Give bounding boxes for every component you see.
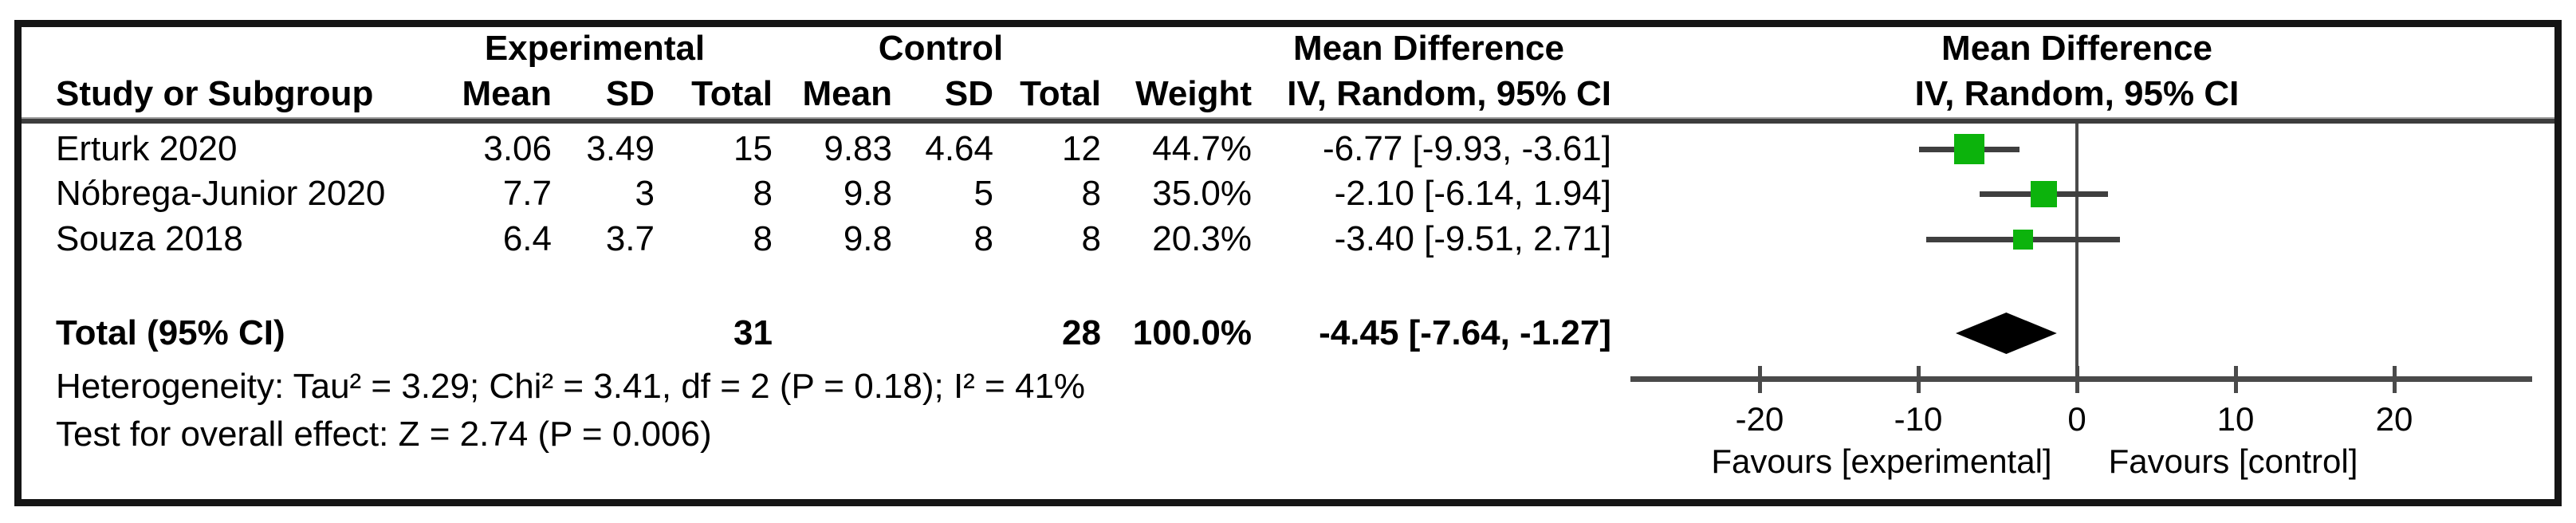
cell-exp-total: 8: [753, 174, 773, 213]
md-column-header-line1: Mean Difference: [1293, 29, 1564, 68]
col-header-study: Study or Subgroup: [56, 74, 374, 113]
heterogeneity-note: Heterogeneity: Tau² = 3.29; Chi² = 3.41,…: [56, 367, 1086, 406]
col-header-exp-sd: SD: [605, 74, 655, 113]
total-exp-total: 31: [733, 313, 773, 352]
axis-tick-label: -20: [1735, 400, 1784, 438]
col-header-ci: IV, Random, 95% CI: [1287, 74, 1611, 113]
study-name: Souza 2018: [56, 219, 243, 258]
cell-weight: 44.7%: [1152, 129, 1252, 168]
col-header-ctrl-mean: Mean: [802, 74, 892, 113]
cell-exp-total: 15: [733, 129, 773, 168]
total-weight: 100.0%: [1132, 313, 1252, 352]
total-ctrl-total: 28: [1062, 313, 1101, 352]
study-name: Erturk 2020: [56, 129, 238, 168]
cell-ctrl-sd: 5: [973, 174, 993, 213]
axis-tick-label: -10: [1894, 400, 1943, 438]
effect-square: [2012, 229, 2033, 250]
plot-header-line1: Mean Difference: [1941, 29, 2212, 68]
cell-exp-sd: 3.49: [586, 129, 655, 168]
cell-exp-sd: 3: [635, 174, 655, 213]
axis-tick-label: 20: [2375, 400, 2413, 438]
effect-square: [1954, 134, 1985, 164]
cell-ctrl-sd: 8: [973, 219, 993, 258]
cell-ci: -2.10 [-6.14, 1.94]: [1334, 174, 1611, 213]
axis-tick: [2233, 366, 2238, 393]
cell-exp-mean: 3.06: [483, 129, 552, 168]
axis-tick: [2075, 366, 2079, 393]
x-axis-line: [1630, 376, 2532, 382]
col-header-exp-mean: Mean: [462, 74, 552, 113]
axis-tick: [1757, 366, 1762, 393]
cell-ctrl-mean: 9.8: [843, 219, 892, 258]
axis-tick-label: 0: [2067, 400, 2086, 438]
cell-exp-total: 8: [753, 219, 773, 258]
total-label: Total (95% CI): [56, 313, 285, 352]
col-header-weight: Weight: [1135, 74, 1252, 113]
cell-ctrl-mean: 9.8: [843, 174, 892, 213]
zero-effect-line: [2075, 124, 2078, 379]
cell-exp-mean: 7.7: [502, 174, 552, 213]
cell-exp-sd: 3.7: [605, 219, 655, 258]
total-ci: -4.45 [-7.64, -1.27]: [1319, 313, 1611, 352]
cell-exp-mean: 6.4: [502, 219, 552, 258]
cell-ci: -3.40 [-9.51, 2.71]: [1334, 219, 1611, 258]
cell-weight: 20.3%: [1152, 219, 1252, 258]
group-header-experimental: Experimental: [484, 29, 706, 68]
axis-tick: [1916, 366, 1921, 393]
axis-tick-label: 10: [2216, 400, 2255, 438]
group-header-control: Control: [878, 29, 1004, 68]
favours-right-label: Favours [control]: [2108, 442, 2358, 480]
col-header-ctrl-total: Total: [1020, 74, 1101, 113]
figure-border: [14, 20, 2562, 506]
effect-square: [2030, 180, 2057, 207]
cell-ctrl-mean: 9.83: [824, 129, 892, 168]
overall-effect-note: Test for overall effect: Z = 2.74 (P = 0…: [56, 415, 712, 454]
cell-ci: -6.77 [-9.93, -3.61]: [1323, 129, 1611, 168]
plot-header-line2: IV, Random, 95% CI: [1914, 74, 2240, 113]
cell-ctrl-total: 8: [1081, 219, 1101, 258]
cell-ctrl-total: 12: [1062, 129, 1101, 168]
col-header-exp-total: Total: [691, 74, 773, 113]
axis-tick: [2392, 366, 2397, 393]
cell-weight: 35.0%: [1152, 174, 1252, 213]
favours-left-label: Favours [experimental]: [1711, 442, 2052, 480]
study-name: Nóbrega-Junior 2020: [56, 174, 386, 213]
col-header-ctrl-sd: SD: [944, 74, 993, 113]
cell-ctrl-sd: 4.64: [925, 129, 993, 168]
cell-ctrl-total: 8: [1081, 174, 1101, 213]
header-separator-line: [22, 117, 2554, 124]
